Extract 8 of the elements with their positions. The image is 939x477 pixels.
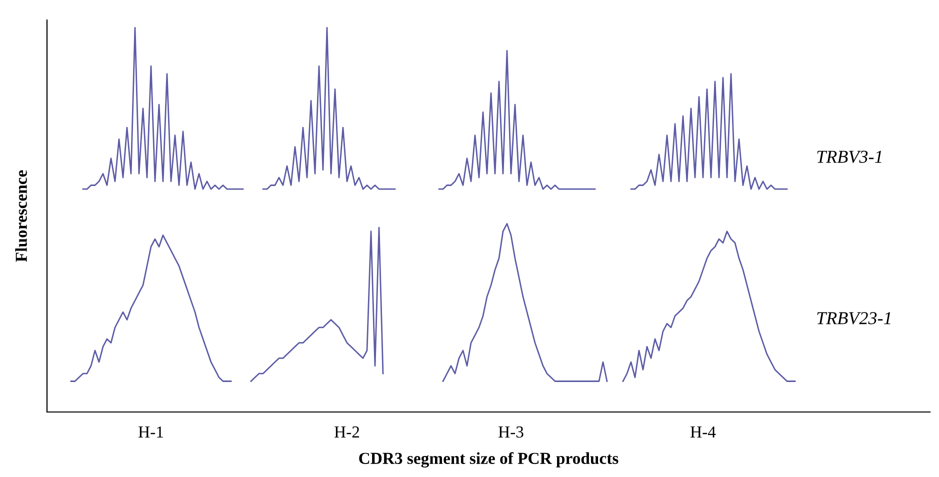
text: TRBV3-1 <box>817 150 882 163</box>
x-tick-label: H-2 <box>334 426 360 438</box>
x-tick-label: H-1 <box>138 426 163 438</box>
x-tick-label: H-4 <box>690 426 716 438</box>
x-tick-label: H-3 <box>498 426 524 438</box>
y-axis-title: Fluorescence <box>15 170 27 262</box>
text: TRBV23-1 <box>817 312 890 324</box>
x-axis-title: CDR3 segment size of PCR products <box>359 452 618 468</box>
